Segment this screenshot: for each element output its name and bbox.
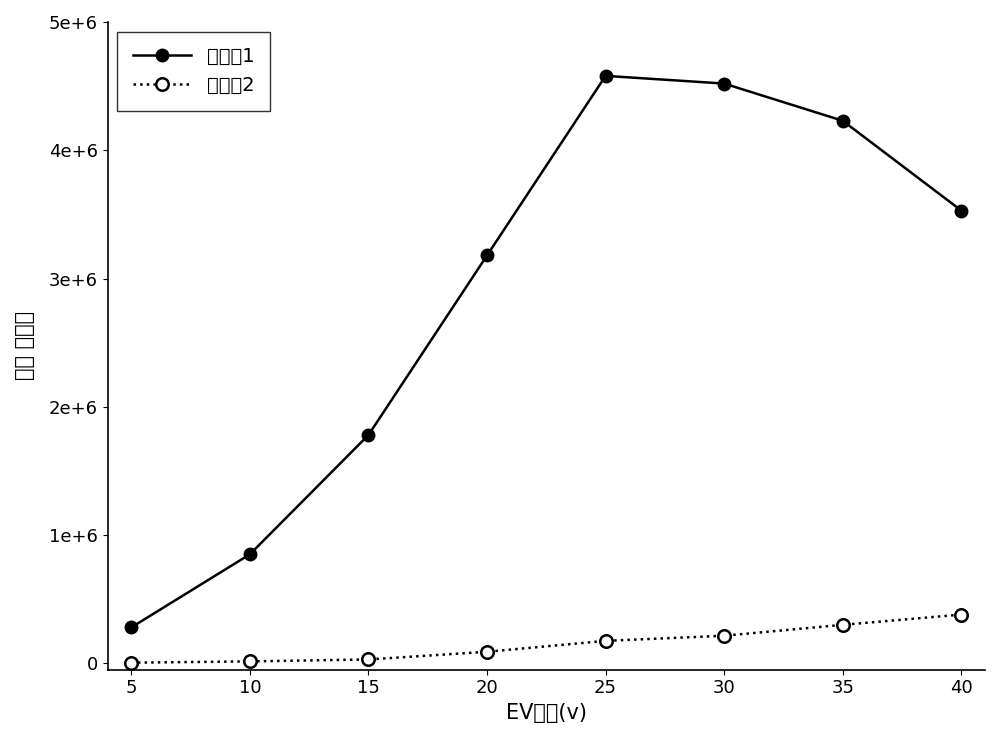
子离字1 bbox=[600, 72, 612, 80]
Y-axis label: 峰面 积响应: 峰面 积响应 bbox=[15, 311, 35, 380]
子离字2 bbox=[837, 621, 849, 630]
子离字2 bbox=[600, 636, 612, 645]
子离字1 bbox=[718, 79, 730, 88]
子离字1 bbox=[244, 550, 256, 559]
子离字1 bbox=[837, 117, 849, 125]
子离字2 bbox=[244, 657, 256, 666]
子离字2 bbox=[955, 610, 967, 619]
子离字2 bbox=[362, 655, 374, 664]
子离字1 bbox=[481, 251, 493, 260]
X-axis label: EV电压(v): EV电压(v) bbox=[506, 703, 587, 723]
Legend: 子离字1, 子离字2: 子离字1, 子离字2 bbox=[117, 32, 270, 111]
子离字2 bbox=[481, 647, 493, 656]
Line: 子离字1: 子离字1 bbox=[125, 69, 968, 634]
子离字1 bbox=[125, 623, 137, 632]
子离字2 bbox=[125, 658, 137, 667]
子离字1 bbox=[362, 430, 374, 439]
子离字1 bbox=[955, 206, 967, 215]
子离字2 bbox=[718, 631, 730, 640]
Line: 子离字2: 子离字2 bbox=[125, 608, 968, 669]
